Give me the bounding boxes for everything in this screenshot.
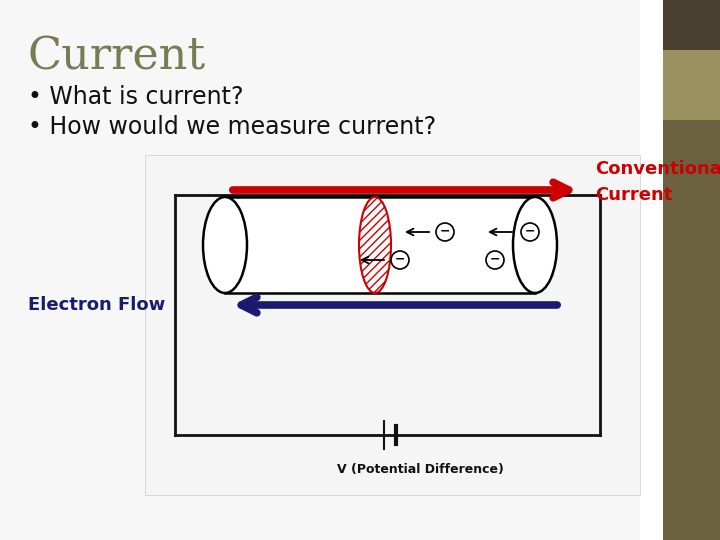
- Text: −: −: [395, 253, 405, 266]
- Circle shape: [521, 223, 539, 241]
- Ellipse shape: [513, 197, 557, 293]
- Text: Electron Flow: Electron Flow: [28, 296, 165, 314]
- Bar: [663, 0, 720, 50]
- Bar: [0, 0, 640, 540]
- Ellipse shape: [203, 197, 247, 293]
- Circle shape: [436, 223, 454, 241]
- Text: • How would we measure current?: • How would we measure current?: [28, 115, 436, 139]
- Bar: [225, 197, 535, 293]
- Text: • What is current?: • What is current?: [28, 85, 243, 109]
- Text: V (Potential Difference): V (Potential Difference): [336, 463, 503, 476]
- Bar: [145, 155, 640, 495]
- Text: −: −: [490, 253, 500, 266]
- Circle shape: [486, 251, 504, 269]
- Bar: [663, 120, 720, 540]
- Text: Current: Current: [28, 35, 206, 78]
- Circle shape: [391, 251, 409, 269]
- Bar: [663, 50, 720, 120]
- Text: −: −: [525, 225, 535, 238]
- Ellipse shape: [359, 197, 391, 293]
- Text: −: −: [440, 225, 450, 238]
- Text: Conventional
Current: Conventional Current: [595, 160, 720, 204]
